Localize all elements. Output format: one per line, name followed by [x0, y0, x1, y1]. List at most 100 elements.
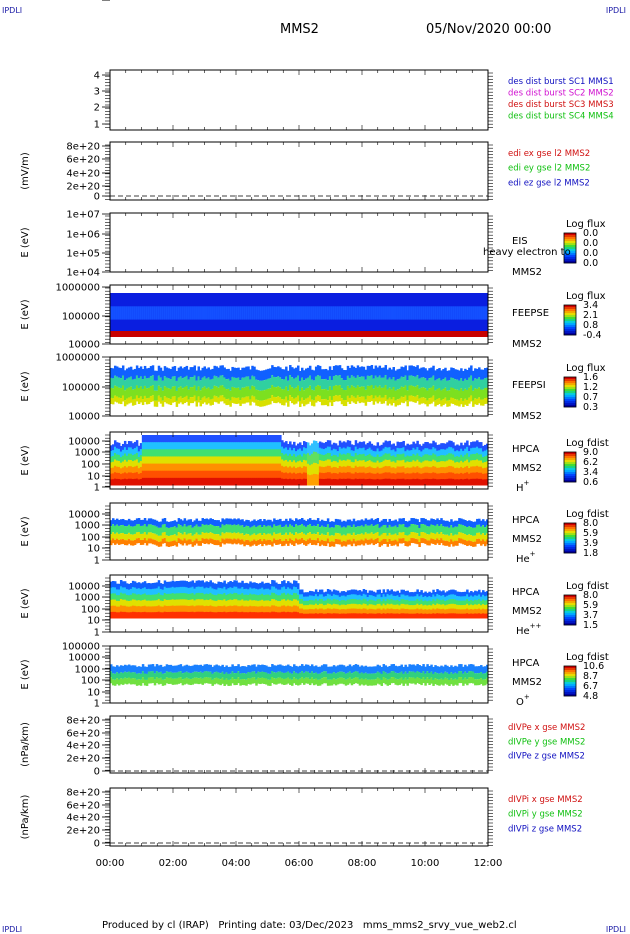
spacecraft-label: MMS2: [512, 411, 542, 422]
legend-entry: dIVPe y gse MMS2: [508, 737, 585, 747]
colorbar-tick: 0.0: [583, 258, 598, 269]
footer-text: Produced by cl (IRAP) Printing date: 03/…: [102, 920, 517, 931]
ytick-label: 1e+21: [66, 0, 100, 3]
colorbar-tick: 8.0: [583, 518, 598, 529]
ytick-label: 1e+06: [66, 230, 100, 241]
spacecraft-title: MMS2: [280, 22, 319, 37]
ytick-label: 8e+20: [66, 788, 100, 799]
ytick-label: 2e+20: [66, 754, 100, 765]
ytick-label: 1000: [75, 448, 100, 459]
species-label: He++: [516, 622, 542, 637]
ytick-label: 10000: [68, 510, 100, 521]
ytick-label: 2e+20: [66, 182, 100, 193]
colorbar-title: Log fdist: [566, 438, 609, 449]
ytick-label: 10: [87, 688, 100, 699]
panel-2: [102, 0, 493, 201]
instrument-label: FEEPSI: [512, 380, 546, 391]
overlay-label: heavy electron to: [483, 247, 571, 258]
colorbar-title: Log fdist: [566, 509, 609, 520]
panel-1: [102, 69, 493, 131]
ytick-label: 2: [94, 103, 100, 114]
spacecraft-label: MMS2: [512, 606, 542, 617]
panel-9: [102, 645, 577, 704]
ytick-label: 1000: [75, 665, 100, 676]
x-tick-label: 06:00: [285, 858, 314, 869]
legend-entry: des dist burst SC2 MMS2: [508, 89, 614, 99]
ytick-label: 10000: [68, 340, 100, 351]
ytick-label: 100: [81, 605, 100, 616]
y-axis-label: E (eV): [20, 659, 31, 689]
species-label: H+: [516, 479, 530, 494]
colorbar-tick: 2.1: [583, 310, 598, 321]
ytick-label: 4e+20: [66, 741, 100, 752]
instrument-label: HPCA: [512, 587, 540, 598]
colorbar-tick: 4.8: [583, 691, 598, 702]
colorbar-tick: 0.7: [583, 392, 598, 403]
colorbar-tick: -0.4: [583, 330, 602, 341]
ytick-label: 100: [81, 676, 100, 687]
corner-label-br: IPDLI: [605, 925, 626, 934]
legend-entry: des dist burst SC3 MMS3: [508, 100, 614, 110]
ytick-label: 1: [94, 120, 100, 131]
y-axis-label: (nPa/km): [20, 722, 31, 767]
colorbar-tick: 0.6: [583, 477, 598, 488]
legend-entry: des dist burst SC1 MMS1: [508, 77, 614, 87]
colorbar-tick: 1.5: [583, 620, 598, 631]
ytick-label: 10: [87, 544, 100, 555]
x-tick-label: 12:00: [474, 858, 503, 869]
instrument-label: EIS: [512, 236, 528, 247]
legend-entry: dIVPi z gse MMS2: [508, 824, 582, 834]
panel-6: [102, 431, 577, 490]
date-title: 05/Nov/2020 00:00: [426, 22, 552, 37]
ytick-label: 100000: [62, 642, 100, 653]
ytick-label: 1e+05: [66, 249, 100, 260]
ytick-label: 100000: [62, 383, 100, 394]
spacecraft-label: MMS2: [512, 339, 542, 350]
panel-5: [102, 356, 577, 417]
ytick-label: 1: [94, 699, 100, 710]
instrument-label: HPCA: [512, 444, 540, 455]
corner-label-bl: IPDLI: [2, 925, 23, 934]
colorbar-tick: 5.9: [583, 600, 598, 611]
y-axis-label: E (eV): [20, 445, 31, 475]
spacecraft-label: MMS2: [512, 463, 542, 474]
legend-entry: des dist burst SC4 MMS4: [508, 112, 614, 122]
ytick-label: 1000: [75, 521, 100, 532]
colorbar-tick: 3.4: [583, 467, 598, 478]
panel-4: [102, 284, 577, 345]
colorbar-tick: 3.7: [583, 610, 598, 621]
x-tick-label: 10:00: [411, 858, 440, 869]
legend-entry: edi ex gse l2 MMS2: [508, 149, 590, 159]
ytick-label: 4e+20: [66, 813, 100, 824]
colorbar-tick: 0.0: [583, 248, 598, 259]
species-label: O+: [516, 693, 530, 708]
ytick-label: 0: [94, 192, 100, 203]
colorbar-title: Log fdist: [566, 581, 609, 592]
x-tick-label: 00:00: [96, 858, 125, 869]
colorbar-tick: 1.8: [583, 548, 598, 559]
ytick-label: 10: [87, 472, 100, 483]
colorbar-tick: 3.9: [583, 538, 598, 549]
colorbar-title: Log flux: [566, 291, 606, 302]
y-axis-label: E (eV): [20, 299, 31, 329]
instrument-label: FEEPSE: [512, 308, 549, 319]
x-tick-label: 08:00: [348, 858, 377, 869]
colorbar-tick: 1.2: [583, 382, 598, 393]
y-axis-label: E (eV): [20, 227, 31, 257]
ytick-label: 1: [94, 556, 100, 567]
ytick-label: 1000: [75, 593, 100, 604]
ytick-label: 8e+20: [66, 716, 100, 727]
legend-entry: edi ey gse l2 MMS2: [508, 164, 590, 174]
ytick-label: 1: [94, 628, 100, 639]
legend-entry: dIVPe x gse MMS2: [508, 723, 585, 733]
legend-entry: edi ez gse l2 MMS2: [508, 178, 590, 188]
ytick-label: 1e+04: [66, 268, 100, 279]
panel-8: [102, 574, 577, 633]
ytick-label: 1e+21: [66, 0, 100, 3]
ytick-label: 10: [87, 616, 100, 627]
y-axis-label: E (eV): [20, 516, 31, 546]
ytick-label: 6e+20: [66, 729, 100, 740]
legend-entry: dIVPi x gse MMS2: [508, 795, 583, 805]
colorbar-tick: 0.8: [583, 320, 598, 331]
